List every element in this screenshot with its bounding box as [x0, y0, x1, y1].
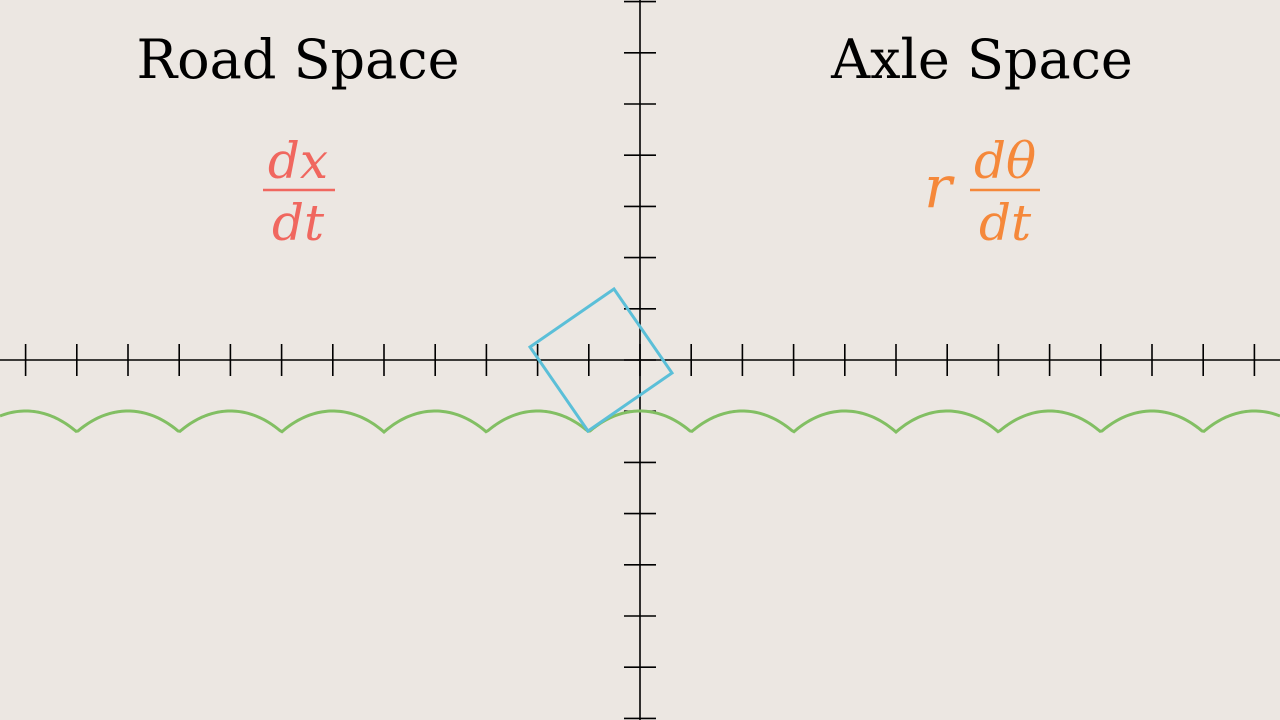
dx-numerator: dx: [268, 132, 328, 190]
road-space-title: Road Space: [136, 28, 459, 91]
road-curve: [0, 409, 1280, 434]
square-wheel: [527, 286, 675, 434]
dtheta-numerator: dθ: [974, 132, 1036, 190]
road-space-formula: dx dt: [263, 132, 335, 252]
dt-denominator-right: dt: [979, 194, 1032, 252]
axle-space-title: Axle Space: [830, 28, 1133, 91]
r-coefficient: r: [924, 153, 955, 221]
axle-space-formula: r dθ dt: [924, 132, 1040, 252]
dt-denominator-left: dt: [272, 194, 325, 252]
